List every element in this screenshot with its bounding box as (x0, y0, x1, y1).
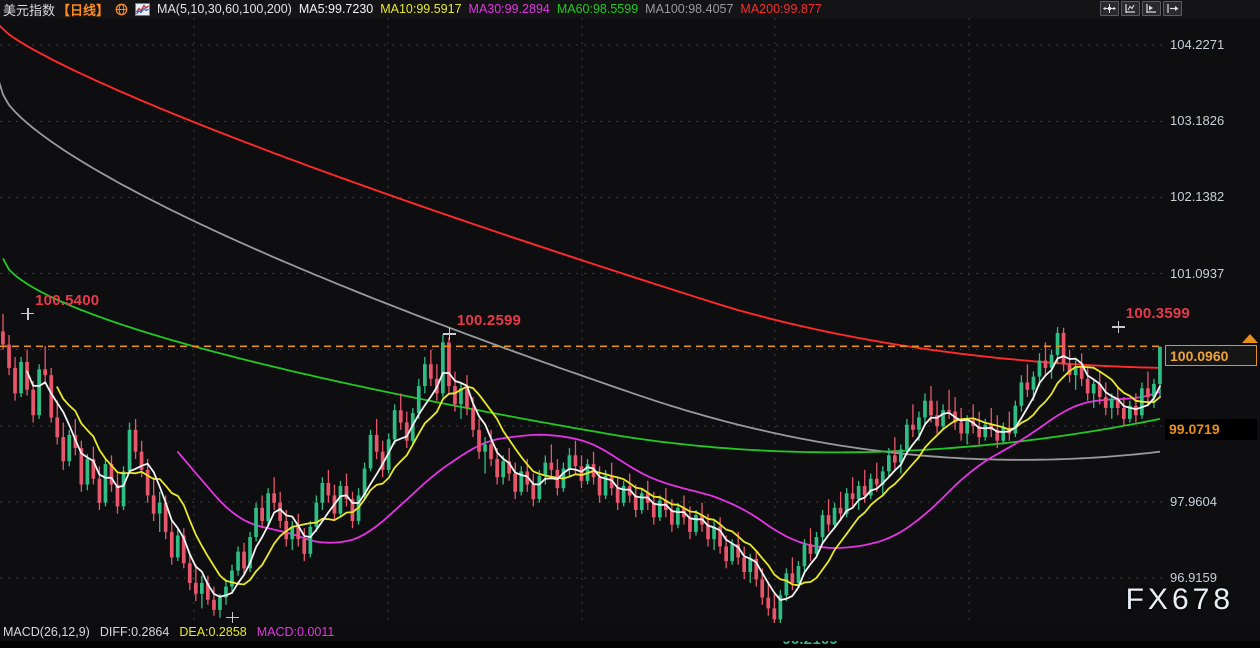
swing-high-right-label: 100.3599 (1125, 305, 1190, 323)
price-axis-label: 102.1382 (1170, 189, 1225, 205)
ma-price-box[interactable]: 99.0719 (1165, 418, 1257, 440)
price-axis-label: 103.1826 (1170, 113, 1225, 129)
swing-high-left-marker (21, 307, 35, 320)
price-axis[interactable]: 104.2271103.1826102.1382101.0937100.0493… (1163, 18, 1260, 623)
swing-high-left-label: 100.5400 (35, 291, 100, 309)
ma10-value: MA10:99.5917 (380, 2, 462, 16)
plot-canvas (0, 18, 1163, 623)
ma5-value: MA5:99.7230 (298, 2, 374, 16)
macd-dea-value: DEA:0.2858 (179, 625, 247, 639)
price-up-arrow-icon (1242, 334, 1258, 344)
macd-macd-value: MACD:0.0011 (256, 625, 335, 639)
zoom-out-button[interactable] (1121, 1, 1140, 16)
macd-panel: MACD(26,12,9) DIFF:0.2864 DEA:0.2858 MAC… (0, 623, 1260, 641)
ma-definition: MA(5,10,30,60,100,200) (157, 2, 292, 16)
ma30-value: MA30:99.2894 (468, 2, 550, 16)
swing-high-mid-marker (442, 328, 456, 341)
watermark: FX678 (1125, 583, 1234, 616)
symbol-name: 美元指数 (3, 2, 56, 18)
price-axis-label: 97.9604 (1170, 493, 1217, 509)
candlestick-plot[interactable] (0, 18, 1163, 623)
price-axis-label: 96.9159 (1170, 570, 1217, 586)
chart-header: 美元指数 【日线】 MA(5,10,30,60,100,200) MA5:99.… (0, 0, 1260, 18)
ma200-value: MA200:99.877 (740, 2, 822, 16)
swing-high-right-marker (1111, 321, 1125, 334)
ma100-value: MA100:98.4057 (645, 2, 734, 16)
symbol-period[interactable]: 【日线】 (57, 2, 110, 18)
mini-chart-icon[interactable] (135, 2, 151, 16)
zoom-in-button[interactable] (1142, 1, 1161, 16)
price-axis-label: 104.2271 (1170, 37, 1225, 53)
price-axis-label: 101.0937 (1170, 265, 1225, 281)
crosshair-move-button[interactable] (1100, 1, 1119, 16)
chart-toolbar (1100, 1, 1182, 16)
globe-icon[interactable] (115, 3, 128, 16)
swing-high-mid-label: 100.2599 (456, 312, 522, 330)
macd-title: MACD(26,12,9) (3, 625, 90, 639)
shift-right-button[interactable] (1163, 1, 1182, 16)
swing-low-left-marker (225, 611, 239, 624)
last-price-box[interactable]: 100.0960 (1165, 345, 1257, 367)
ma60-value: MA60:98.5599 (556, 2, 639, 16)
macd-diff-value: DIFF:0.2864 (99, 625, 170, 639)
